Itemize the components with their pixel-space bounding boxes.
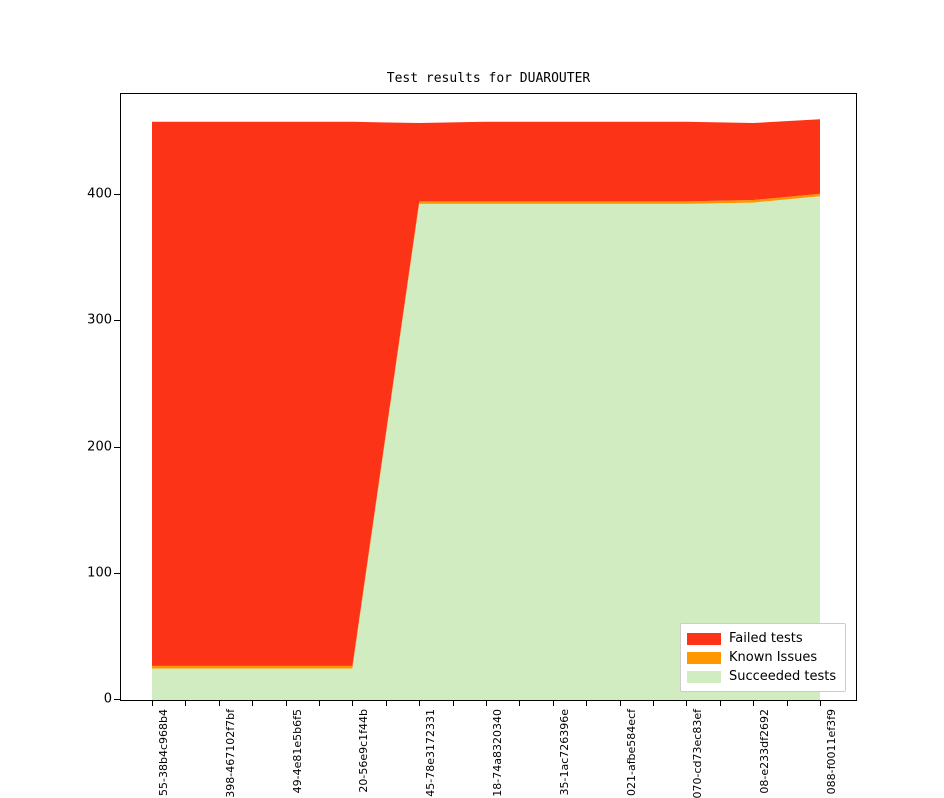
legend-color-swatch <box>687 651 721 664</box>
x-tick-label: 49-4e81e5b6f5 <box>290 709 304 794</box>
x-tick-mark-minor <box>185 701 187 706</box>
x-tick-mark <box>152 701 153 706</box>
x-tick-label: 398-467102f7bf <box>223 709 237 798</box>
x-axis-tick-labels: 55-38b4c968b4 398-467102f7bf 49-4e81e5b6f5… <box>0 701 944 798</box>
legend-label: Succeeded tests <box>729 669 837 684</box>
x-tick-mark <box>820 701 821 706</box>
x-tick-mark <box>619 701 621 706</box>
y-tick-mark <box>114 699 120 700</box>
x-tick-mark <box>285 701 287 706</box>
legend-label: Failed tests <box>729 631 803 646</box>
x-tick-mark <box>753 701 755 706</box>
x-tick-mark-minor <box>519 701 521 706</box>
y-tick-mark <box>114 446 120 448</box>
y-tick-label: 0 <box>103 691 112 707</box>
y-tick-label: 400 <box>87 186 112 202</box>
x-tick-label: 08-e233df2692 <box>758 709 772 794</box>
y-tick-label: 300 <box>87 312 112 328</box>
chart-legend: Failed tests Known Issues Succeeded tests <box>680 623 846 692</box>
area-series-succeeded-tests <box>152 196 820 700</box>
y-tick-mark <box>114 572 120 574</box>
x-tick-mark <box>552 701 554 706</box>
legend-label: Known Issues <box>729 650 818 665</box>
x-tick-label: 070-cd73ec83ef <box>691 709 705 798</box>
chart-title: Test results for DUAROUTER <box>386 71 591 86</box>
x-tick-mark-minor <box>319 701 320 706</box>
x-tick-mark <box>419 701 421 706</box>
x-tick-mark-minor <box>452 701 454 706</box>
y-tick-label: 200 <box>87 439 112 454</box>
area-series-failed-tests <box>152 119 820 666</box>
x-tick-mark <box>352 701 354 706</box>
legend-item: Failed tests <box>687 629 839 648</box>
x-tick-mark-minor <box>252 701 254 706</box>
x-tick-label: 18-74a8320340 <box>491 709 504 797</box>
x-tick-label: 35-1ac726396e <box>557 709 571 796</box>
x-tick-mark-minor <box>786 701 788 706</box>
x-tick-label: 20-56e9c1f44b <box>357 709 371 793</box>
y-tick-mark <box>114 320 120 322</box>
x-tick-label: 021-afbe584ecf <box>624 709 638 797</box>
x-tick-mark-minor <box>653 701 654 706</box>
x-tick-label: 45-78e3172331 <box>424 709 438 797</box>
x-tick-label: 55-38b4c968b4 <box>157 709 170 796</box>
y-tick-mark <box>114 194 120 195</box>
stacked-area-plot <box>152 119 820 700</box>
legend-color-swatch <box>687 670 721 683</box>
x-tick-label: 088-f0011ef3f9 <box>825 709 838 795</box>
plot-area <box>120 93 857 701</box>
x-tick-mark <box>486 701 487 706</box>
x-tick-mark <box>686 701 688 706</box>
x-tick-mark-minor <box>385 701 387 706</box>
x-tick-mark-minor <box>586 701 588 706</box>
legend-item: Succeeded tests <box>687 667 839 686</box>
x-tick-mark <box>218 701 220 706</box>
y-tick-label: 100 <box>87 565 112 581</box>
y-axis-tick-labels: 0 100 200 300 400 <box>65 93 112 707</box>
legend-color-swatch <box>687 632 721 645</box>
x-tick-mark-minor <box>719 701 721 706</box>
legend-item: Known Issues <box>687 648 839 667</box>
